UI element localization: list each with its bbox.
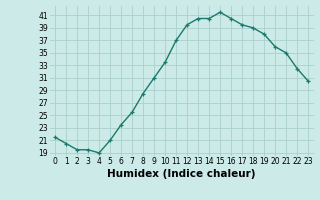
X-axis label: Humidex (Indice chaleur): Humidex (Indice chaleur) — [107, 169, 256, 179]
